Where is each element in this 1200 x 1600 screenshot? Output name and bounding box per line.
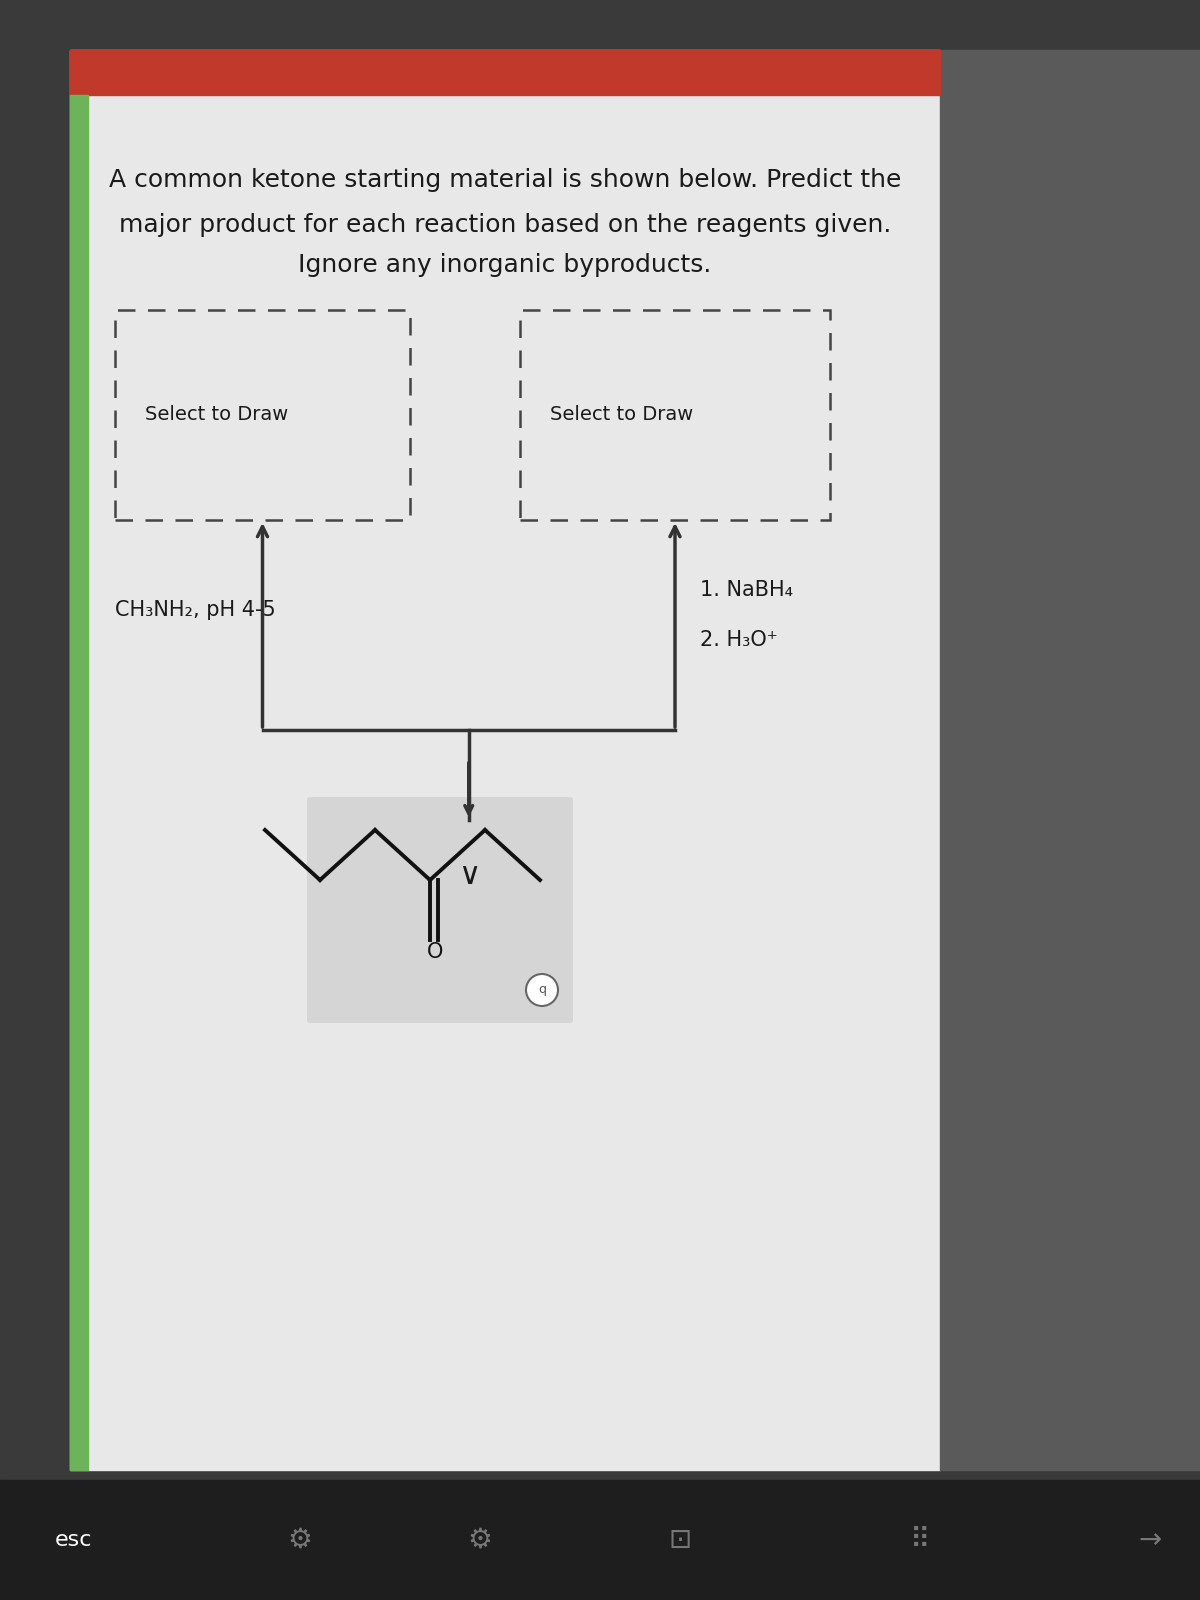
Text: ⊡: ⊡ <box>668 1526 691 1554</box>
Text: ∨: ∨ <box>457 861 480 890</box>
Text: ⠿: ⠿ <box>910 1526 930 1554</box>
Bar <box>70 94 88 1470</box>
Text: esc: esc <box>55 1530 92 1550</box>
Bar <box>70 50 940 1470</box>
Text: Ignore any inorganic byproducts.: Ignore any inorganic byproducts. <box>299 253 712 277</box>
Text: q: q <box>538 984 546 997</box>
Text: O: O <box>427 942 443 962</box>
Text: Select to Draw: Select to Draw <box>550 405 694 424</box>
Circle shape <box>526 974 558 1006</box>
Bar <box>70 50 940 94</box>
Text: ⚙: ⚙ <box>468 1526 492 1554</box>
FancyBboxPatch shape <box>307 797 574 1022</box>
Text: 1. NaBH₄: 1. NaBH₄ <box>700 579 793 600</box>
Text: 2. H₃O⁺: 2. H₃O⁺ <box>700 630 778 650</box>
Text: →: → <box>1139 1526 1162 1554</box>
Text: major product for each reaction based on the reagents given.: major product for each reaction based on… <box>119 213 892 237</box>
Bar <box>115 310 410 520</box>
Bar <box>520 310 830 520</box>
Bar <box>940 50 1200 1470</box>
Bar <box>0 1480 1200 1600</box>
Text: A common ketone starting material is shown below. Predict the: A common ketone starting material is sho… <box>109 168 901 192</box>
Text: Select to Draw: Select to Draw <box>145 405 288 424</box>
Text: ⚙: ⚙ <box>288 1526 312 1554</box>
Text: CH₃NH₂, pH 4-5: CH₃NH₂, pH 4-5 <box>115 600 276 619</box>
